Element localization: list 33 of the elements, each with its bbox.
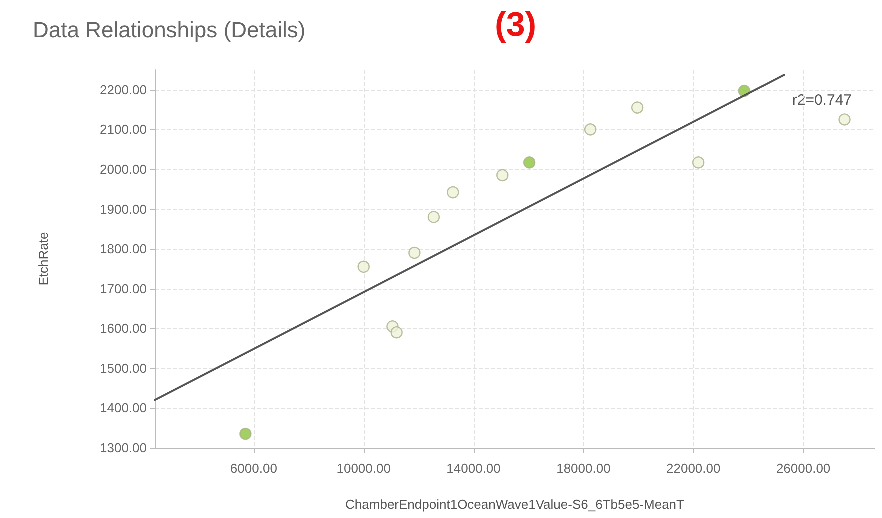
- point: [692, 156, 705, 169]
- y-tick-label: 1800.00: [100, 242, 147, 257]
- y-tick-label: 1600.00: [100, 321, 147, 336]
- point: [496, 169, 509, 182]
- point: [838, 114, 851, 126]
- chart-title: Data Relationships (Details): [33, 18, 306, 42]
- x-tick-label: 10000.00: [336, 461, 391, 476]
- x-tick-label: 26000.00: [776, 461, 831, 476]
- x-tick-label: 22000.00: [666, 461, 721, 476]
- x-tick-label: 18000.00: [556, 461, 611, 476]
- y-tick-label: 1900.00: [100, 202, 147, 217]
- point: [523, 156, 536, 169]
- x-axis-title: ChamberEndpoint1OceanWave1Value-S6_6Tb5e5-MeanT: [346, 497, 685, 512]
- y-tick-label: 2000.00: [100, 162, 147, 177]
- point: [358, 260, 370, 274]
- y-tick-label: 1700.00: [100, 281, 147, 296]
- y-tick-label: 1300.00: [100, 440, 147, 456]
- y-tick-label: 1500.00: [100, 360, 147, 376]
- point: [240, 428, 252, 440]
- point: [390, 326, 403, 339]
- annotation: r2=0.747: [792, 92, 852, 109]
- x-tick-label: 6000.00: [230, 461, 278, 476]
- x-tick-label: 14000.00: [446, 461, 501, 476]
- y-tick-label: 2200.00: [100, 82, 147, 98]
- point: [408, 246, 421, 260]
- point: [584, 124, 597, 136]
- y-tick-label: 2100.00: [100, 122, 147, 138]
- point: [428, 211, 440, 224]
- point: [631, 102, 644, 114]
- text: (3): [495, 6, 537, 44]
- y-axis-title: EtchRate: [36, 232, 51, 286]
- y-tick-label: 1400.00: [100, 400, 147, 416]
- point: [447, 186, 460, 199]
